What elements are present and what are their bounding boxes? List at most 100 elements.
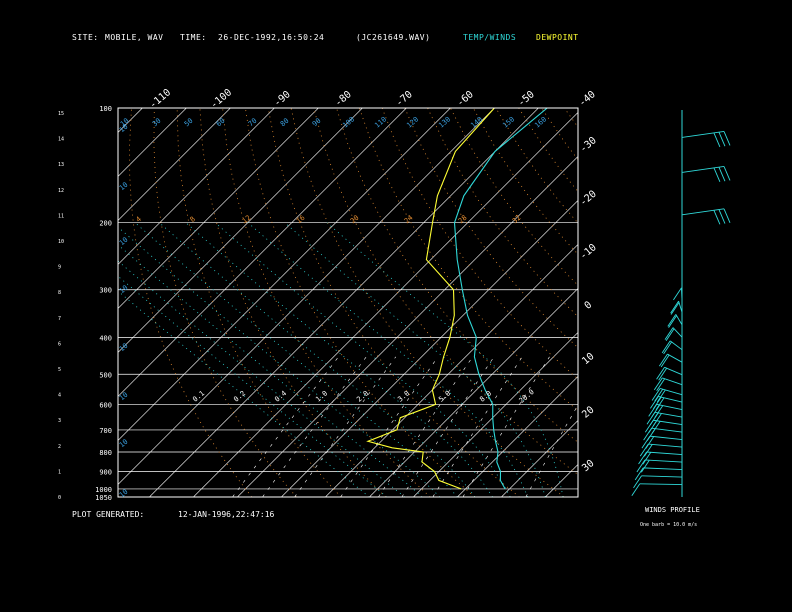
isotherm-line (118, 108, 407, 397)
wind-barb-flag (661, 340, 671, 354)
isotherm-line (457, 375, 578, 497)
moist-adiabat-left-label: 10 (118, 123, 130, 135)
wind-barb-staff (653, 419, 683, 426)
time-value: 26-DEC-1992,16:50:24 (218, 33, 325, 42)
moist-adiabat-label: 10 (119, 117, 131, 129)
moist-adiabat (118, 226, 441, 497)
wind-barb-staff (658, 395, 683, 403)
wind-barb-flag (668, 315, 677, 328)
top-temp-label: -100 (209, 87, 235, 111)
wind-barb-flag (651, 388, 661, 401)
pressure-label: 500 (99, 371, 112, 379)
temperature-line (453, 108, 548, 490)
wind-barb-flag (713, 167, 721, 183)
isotherm-line (325, 243, 578, 497)
plot-generated-value: 12-JAN-1996,22:47:16 (178, 510, 275, 519)
wind-barb-flag (646, 412, 656, 425)
wind-barb-staff (644, 459, 683, 463)
wind-barb-flag (636, 459, 646, 473)
height-tick-label: 9 (58, 265, 61, 271)
wind-barb-flag (638, 451, 647, 465)
height-tick-label: 4 (58, 393, 61, 399)
wind-barb-staff (651, 427, 683, 433)
dry-adiabat (245, 108, 476, 497)
moist-adiabat (214, 222, 511, 497)
wind-barb-flag (673, 287, 682, 301)
wind-barb-staff (648, 443, 683, 448)
moist-adiabat-label: 100 (341, 115, 356, 129)
top-temp-label: -110 (148, 87, 174, 111)
moist-adiabat (284, 222, 546, 497)
isotherm-line (118, 108, 275, 265)
mixing-ratio-label: 5.0 (437, 389, 452, 403)
moist-adiabat-label: 50 (183, 117, 195, 129)
mixing-ratio-line (232, 356, 339, 497)
dry-adiabat (541, 108, 578, 161)
wind-barb-staff (681, 165, 725, 173)
isotherm-line (0, 108, 54, 497)
dry-adiabat (267, 108, 520, 497)
wind-barb-flag (723, 166, 731, 181)
moist-adiabat (118, 260, 405, 497)
height-tick-label: 13 (58, 162, 64, 168)
winds-profile-title: WINDS PROFILE (645, 506, 700, 514)
height-tick-label: 0 (58, 495, 61, 501)
wind-barb-flag (648, 404, 658, 417)
moist-adiabat-left-label: 10 (118, 391, 130, 403)
mixing-ratio-label: 0.1 (191, 389, 206, 403)
isotherm-line (118, 108, 231, 221)
right-temp-label: 10 (580, 351, 596, 367)
dry-adiabat (472, 108, 578, 255)
wind-barb-flag (643, 427, 652, 441)
isotherm-line (193, 111, 578, 497)
moist-adiabat-label: 130 (437, 115, 452, 129)
dry-adiabat-label: 12 (241, 214, 253, 226)
wind-barb-flag (723, 208, 731, 224)
wind-barb-flag (656, 378, 666, 391)
wind-barb-staff (659, 388, 683, 396)
isotherm-line (501, 419, 578, 497)
wind-barb-flag (718, 166, 726, 182)
wind-barb-flag (631, 483, 641, 497)
wind-barb-staff (639, 483, 683, 485)
moist-adiabat-left-label: 10 (118, 488, 130, 500)
mixing-ratio-line (462, 356, 550, 497)
wind-barb-flag (656, 389, 666, 403)
wind-barb-flag (650, 396, 659, 409)
isotherm-line (0, 108, 98, 497)
dry-adiabat (633, 108, 792, 497)
dry-adiabat (176, 108, 342, 497)
moist-adiabat (247, 222, 529, 497)
isotherm-line (118, 108, 363, 353)
wind-barb-flag (653, 377, 663, 391)
moist-adiabat-label: 150 (501, 115, 516, 129)
top-temp-label: -70 (394, 89, 415, 109)
isotherm-line (118, 108, 319, 309)
wind-barb-staff (649, 435, 683, 441)
mixing-ratio-line (262, 356, 367, 497)
right-temp-label: -30 (578, 135, 599, 155)
wind-barb-flag (642, 452, 652, 465)
top-temp-label: -80 (333, 89, 354, 109)
wind-barb-staff (672, 327, 683, 338)
moist-adiabat-left-label: 10 (118, 342, 130, 354)
mixing-ratio-label: 0.4 (273, 389, 288, 403)
wind-barb-flag (644, 419, 654, 433)
moist-adiabat-label: 90 (311, 117, 323, 129)
wind-barb-staff (662, 377, 683, 386)
dry-adiabat (129, 108, 253, 497)
right-temp-label: 20 (580, 404, 596, 420)
isotherm-line (633, 108, 792, 497)
isotherm-line (118, 108, 495, 485)
height-tick-label: 2 (58, 444, 61, 450)
top-temp-label: -50 (516, 89, 537, 109)
height-tick-label: 8 (58, 290, 61, 296)
height-tick-label: 3 (58, 418, 61, 424)
dry-adiabat (678, 108, 792, 497)
wind-barb-staff (654, 411, 683, 418)
moist-adiabat-label: 60 (215, 117, 227, 129)
wind-barb-flag (718, 209, 726, 224)
wind-barb-flag (667, 314, 677, 327)
winds-profile-layer (631, 110, 731, 497)
wind-barb-flag (641, 435, 651, 449)
